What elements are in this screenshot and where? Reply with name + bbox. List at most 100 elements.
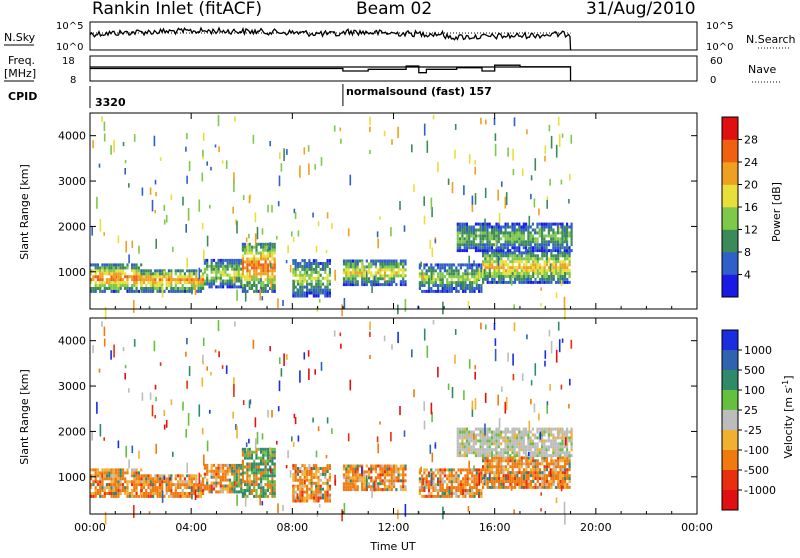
power-cell [326, 291, 329, 295]
power-cell [137, 275, 140, 279]
velocity-cell [543, 474, 546, 478]
power-cell [430, 197, 433, 210]
velocity-cell [253, 462, 256, 466]
velocity-cell [557, 474, 560, 478]
power-cell [462, 272, 465, 276]
velocity-cell [404, 473, 407, 477]
velocity-cell [463, 445, 466, 449]
power-cell [457, 289, 460, 293]
power-cell [563, 237, 566, 241]
velocity-cell [543, 456, 546, 460]
velocity-cell [152, 483, 155, 487]
power-cell [271, 245, 274, 249]
power-cell [121, 281, 125, 285]
velocity-cell [131, 480, 134, 484]
power-cell [296, 273, 300, 277]
velocity-cell [527, 456, 530, 460]
power-echoes [90, 114, 573, 320]
velocity-cell [241, 459, 244, 463]
power-cell [147, 281, 150, 285]
velocity-cell [131, 492, 134, 495]
velocity-cell [349, 467, 352, 471]
power-cell [504, 225, 507, 229]
power-cell [464, 272, 467, 276]
power-cell [212, 276, 216, 280]
power-cell [559, 237, 562, 241]
velocity-cell [365, 476, 368, 489]
velocity-cell [540, 492, 542, 496]
power-cell [386, 283, 389, 287]
velocity-cell [140, 492, 143, 495]
power-cell [536, 237, 539, 241]
velocity-cell [273, 483, 276, 487]
velocity-cell [356, 485, 359, 489]
velocity-cell [511, 471, 514, 475]
velocity-cell [124, 480, 127, 484]
velocity-cell [241, 477, 244, 481]
power-colorbar-tick-label: 12 [744, 224, 758, 237]
power-cell [117, 266, 120, 270]
power-cell [255, 275, 258, 279]
velocity-cell [179, 483, 182, 487]
velocity-cell [533, 403, 536, 413]
power-cell [212, 264, 216, 268]
power-cell [554, 237, 557, 241]
power-cell [446, 289, 449, 293]
velocity-cell [437, 483, 440, 487]
power-cell [495, 251, 498, 255]
velocity-cell [273, 480, 276, 484]
power-cell [516, 266, 519, 270]
velocity-cell [269, 483, 272, 487]
velocity-cell [185, 351, 187, 357]
velocity-cell [402, 482, 405, 486]
velocity-cell [206, 484, 209, 488]
velocity-cell [541, 474, 544, 478]
power-cell [504, 263, 507, 267]
velocity-cell [372, 467, 375, 471]
power-cell [206, 258, 209, 262]
velocity-cell [273, 474, 276, 478]
velocity-cell [509, 471, 512, 475]
power-cell [500, 272, 503, 275]
velocity-cell [534, 451, 537, 455]
velocity-cell [554, 474, 558, 478]
velocity-cell [235, 475, 238, 479]
velocity-cell [421, 477, 424, 481]
velocity-cell [236, 425, 238, 439]
velocity-cell [425, 474, 428, 478]
power-cell [468, 228, 471, 232]
velocity-cell [377, 488, 380, 492]
velocity-cell [203, 484, 206, 488]
power-cell [131, 287, 134, 290]
power-cell [448, 269, 451, 273]
velocity-cell [177, 486, 180, 490]
power-cell [456, 231, 459, 235]
velocity-cell [319, 472, 322, 476]
power-cell [356, 283, 359, 287]
power-cell [317, 294, 320, 298]
power-cell [90, 281, 93, 285]
power-cell [566, 257, 569, 261]
velocity-cell [210, 463, 213, 467]
velocity-cell [363, 482, 366, 486]
velocity-cell [486, 465, 489, 469]
power-cell [513, 266, 517, 270]
power-cell [185, 224, 187, 233]
velocity-cell [402, 476, 405, 480]
velocity-cell [103, 477, 106, 481]
velocity-cell [566, 456, 569, 460]
power-cell [179, 281, 182, 285]
power-cell [500, 254, 503, 258]
power-cell [273, 266, 276, 270]
cpid-first: 3320 [95, 96, 126, 109]
velocity-cell [568, 459, 571, 463]
velocity-cell [490, 436, 494, 440]
power-cell [561, 254, 564, 258]
x-axis-ticks: 00:00 04:00 08:00 12:00 16:00 20:00 00:00 [74, 113, 713, 534]
power-cell [541, 246, 544, 250]
velocity-cell [301, 490, 304, 494]
power-cell [452, 287, 456, 290]
velocity-cell [500, 471, 503, 475]
velocity-cell [266, 456, 269, 460]
